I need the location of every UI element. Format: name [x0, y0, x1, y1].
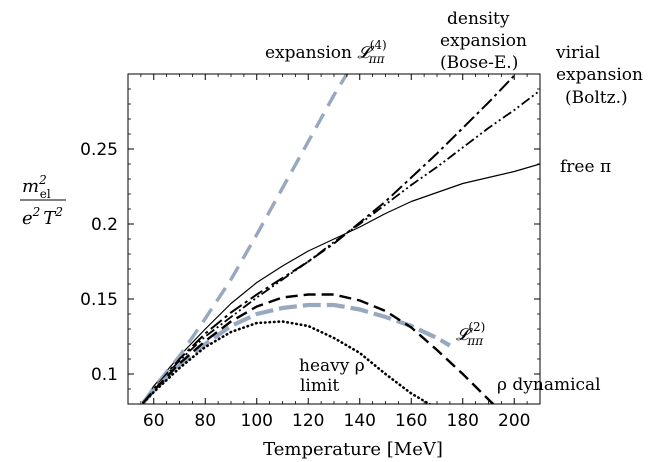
series-line-2	[142, 74, 349, 404]
y-tick-label: 0.15	[80, 290, 118, 310]
y-tick-label: 0.2	[91, 215, 118, 235]
x-tick-label: 100	[241, 411, 273, 431]
annotation-free-pi: free π	[560, 157, 611, 177]
svg-text:expansion: expansion	[440, 31, 527, 51]
x-axis-label: Temperature [MeV]	[263, 439, 443, 460]
x-tick-label: 80	[194, 411, 216, 431]
y-tick-label: 0.1	[91, 365, 118, 385]
y-axis-label: m2 el e2 T2	[20, 173, 66, 229]
annotation-expansion-l4: expansion 𝓛(4) ππ	[265, 38, 387, 66]
svg-text:density: density	[447, 9, 510, 29]
x-tick-label: 200	[498, 411, 530, 431]
x-tick-label: 160	[395, 411, 427, 431]
annotation-l2: 𝓛(2) ππ	[456, 320, 485, 348]
annotation-density-expansion: density expansion (Bose-E.)	[440, 9, 527, 73]
svg-text:(Boltz.): (Boltz.)	[565, 88, 628, 108]
x-tick-label: 60	[143, 411, 165, 431]
svg-text:virial: virial	[555, 43, 600, 63]
series-line-6	[142, 293, 495, 404]
annotation-virial-expansion: virial expansion (Boltz.)	[555, 43, 643, 108]
svg-text:expansion: expansion	[556, 65, 643, 85]
y-tick-label: 0.25	[80, 140, 118, 160]
svg-text:limit: limit	[300, 376, 339, 396]
curves-layer	[141, 74, 540, 404]
ticks-layer: 60 80 100 120 140 160 180 200 0.1 0.15 0.2 0.25	[80, 73, 541, 431]
x-tick-label: 180	[447, 411, 479, 431]
y-label-numerator: m2 el	[22, 173, 51, 201]
svg-text:(Bose-E.): (Bose-E.)	[440, 53, 518, 73]
x-tick-label: 120	[292, 411, 324, 431]
x-tick-label: 140	[344, 411, 376, 431]
series-line-1	[142, 163, 540, 403]
svg-text:heavy ρ: heavy ρ	[299, 356, 365, 376]
annotation-heavy-rho: heavy ρ limit	[299, 356, 365, 396]
y-label-denominator: e2 T2	[22, 205, 63, 229]
series-line-4	[142, 89, 540, 404]
annotation-rho-dynamical: ρ dynamical	[497, 375, 601, 395]
series-line-7	[142, 320, 432, 404]
series-line-3	[142, 74, 516, 404]
